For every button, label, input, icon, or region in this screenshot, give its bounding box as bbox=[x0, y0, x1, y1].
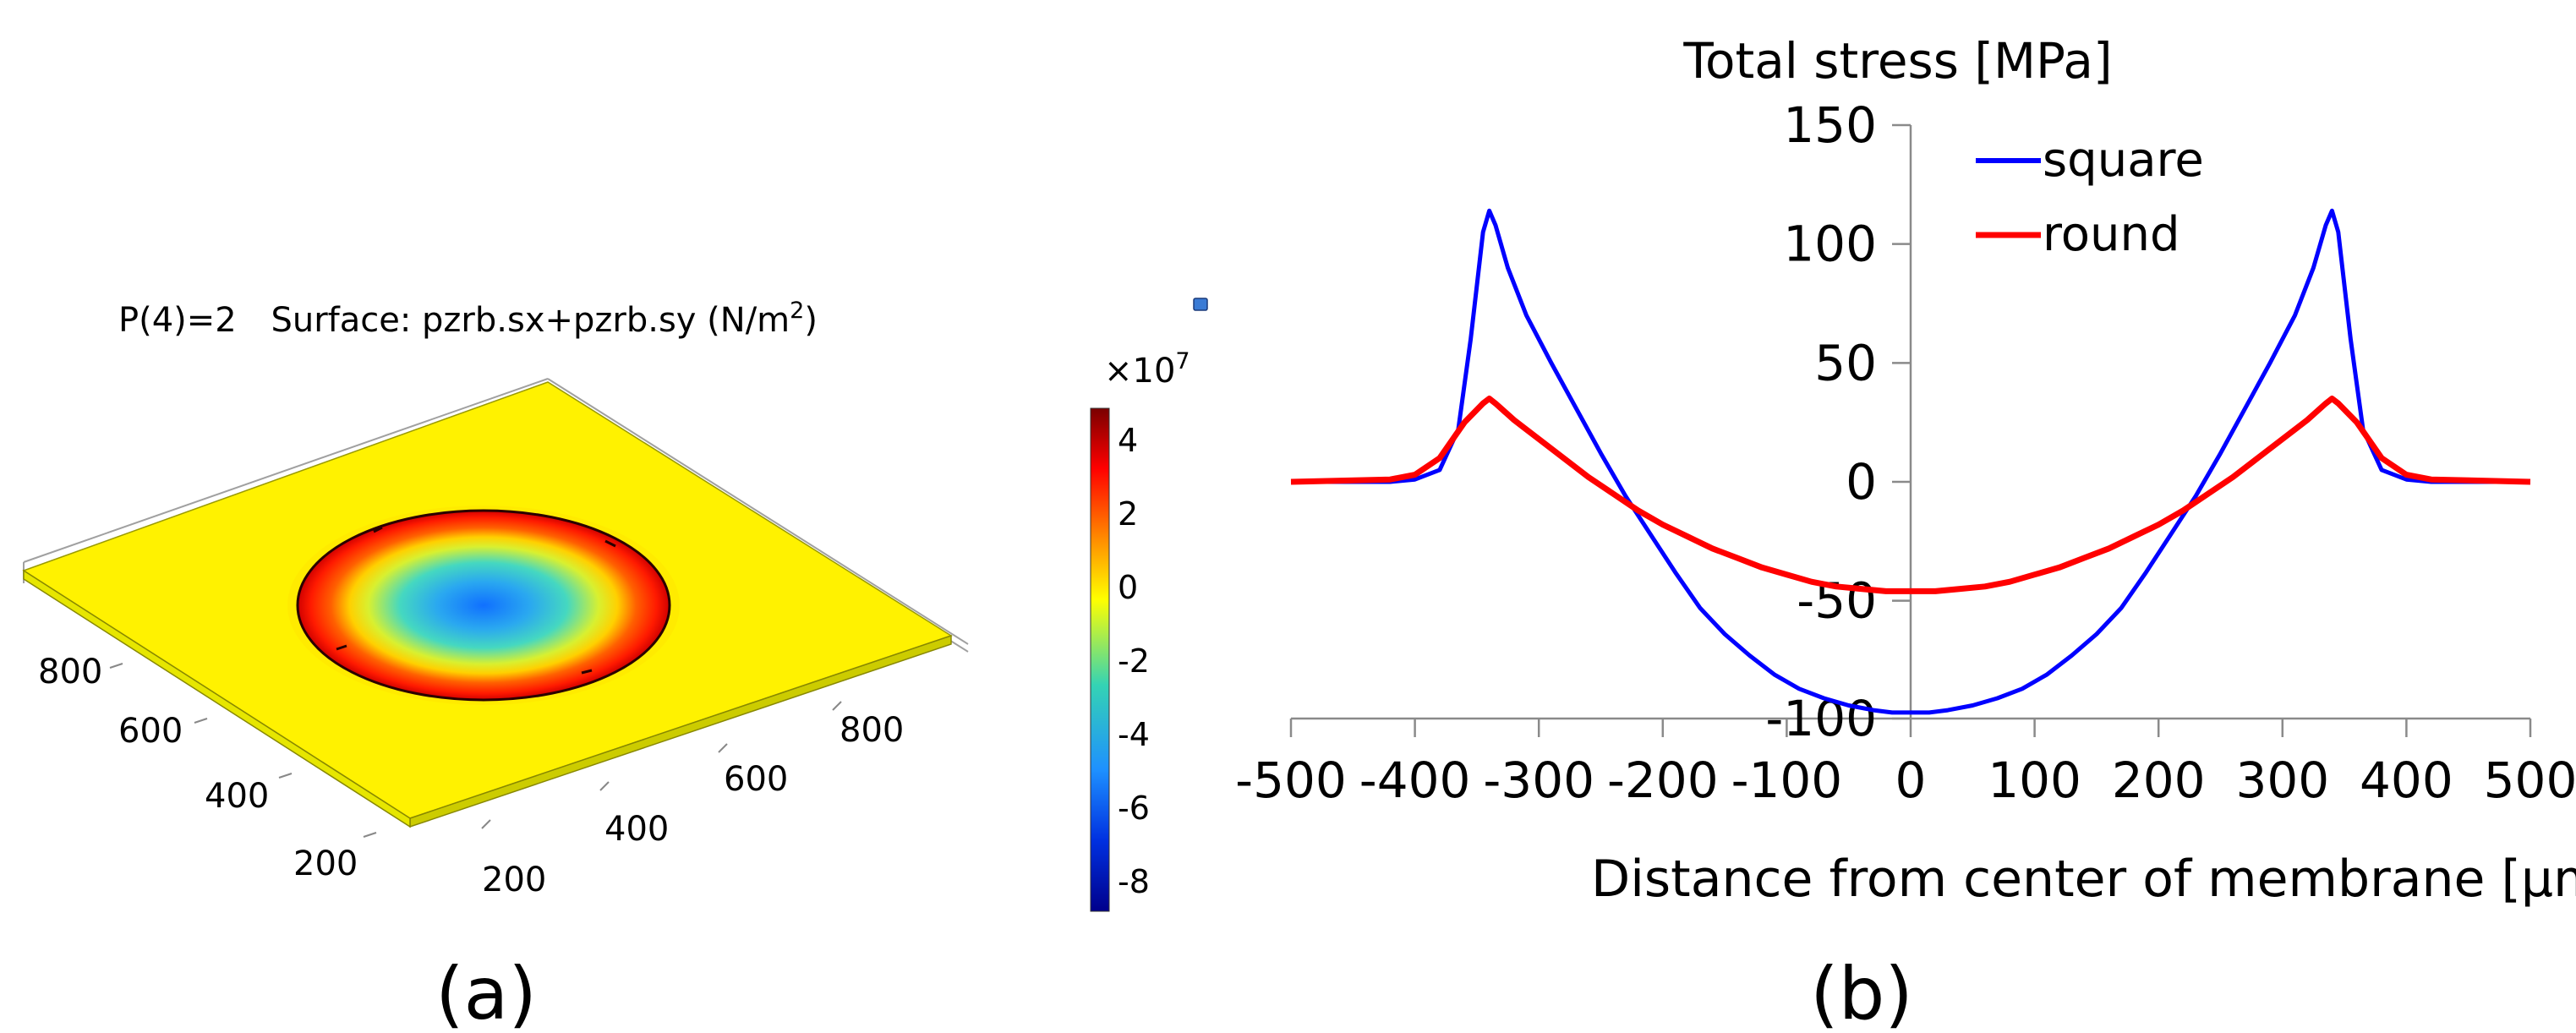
panel-a: P(4)=2 Surface: pzrb.sx+pzrb.sy (N/m2) 8… bbox=[22, 298, 1208, 1033]
x-axis-ticks: -500 -400 -300 -200 -100 0 100 200 300 400 500 bbox=[1235, 719, 2576, 809]
legend-label-square: square bbox=[2043, 133, 2204, 188]
x-tick-label: -100 bbox=[1731, 752, 1843, 809]
x-tick-label: 300 bbox=[2235, 752, 2329, 809]
chart-axes bbox=[1291, 125, 2530, 720]
left-axis-tick: 200 bbox=[293, 844, 358, 883]
panel-a-title: P(4)=2 Surface: pzrb.sx+pzrb.sy (N/m2) bbox=[118, 298, 818, 340]
colorbar-tick: -4 bbox=[1118, 716, 1150, 753]
x-tick-label: 0 bbox=[1895, 752, 1927, 809]
colorbar-tick: -6 bbox=[1118, 790, 1150, 827]
x-tick-label: -500 bbox=[1235, 752, 1347, 809]
x-tick-label: 400 bbox=[2360, 752, 2453, 809]
disc-tick-marks bbox=[336, 526, 616, 675]
left-axis-labels: 800 600 400 200 bbox=[38, 653, 358, 883]
y-tick-label: 0 bbox=[1846, 453, 1877, 511]
right-axis-tick: 200 bbox=[482, 861, 546, 899]
x-axis-label: Distance from center of membrane [µm] bbox=[1591, 850, 2576, 909]
panel-b-label: (b) bbox=[1810, 952, 1913, 1033]
panel-b: Total stress [MPa] -500 -400 -300 -200 -100 0… bbox=[1235, 32, 2576, 1033]
series-line-round bbox=[1290, 396, 2531, 594]
legend: square round bbox=[1976, 133, 2204, 262]
panel-a-title-sup: 2 bbox=[790, 298, 804, 324]
panel-a-title-prefix: P(4)=2 bbox=[118, 301, 237, 340]
left-axis-tick: 400 bbox=[205, 777, 269, 816]
panel-a-title-close: ) bbox=[804, 301, 818, 340]
x-tick-label: -400 bbox=[1359, 752, 1471, 809]
colorbar-multiplier: ×107 bbox=[1104, 348, 1190, 391]
right-axis-tick: 400 bbox=[604, 810, 669, 849]
legend-label-round: round bbox=[2043, 207, 2180, 262]
x-tick-label: 200 bbox=[2112, 752, 2206, 809]
x-tick-label: 500 bbox=[2484, 752, 2576, 809]
x-tick-label: 100 bbox=[1988, 752, 2081, 809]
colorbar-tick: 0 bbox=[1118, 569, 1138, 606]
colorbar-tick: -2 bbox=[1118, 642, 1150, 680]
colorbar-tick: -8 bbox=[1118, 863, 1150, 900]
right-axis-tick: 800 bbox=[840, 711, 904, 750]
series-line-square bbox=[1291, 208, 2530, 715]
chart-title: Total stress [MPa] bbox=[1682, 32, 2112, 90]
membrane-edge-left bbox=[23, 569, 411, 828]
panel-a-label: (a) bbox=[435, 952, 537, 1033]
y-tick-label: 50 bbox=[1814, 334, 1877, 391]
colorbar-tick: 4 bbox=[1118, 422, 1138, 459]
colorbar-ticks: 4 2 0 -2 -4 -6 -8 bbox=[1118, 422, 1150, 900]
right-axis-tick: 600 bbox=[724, 760, 788, 799]
colorbar-gradient bbox=[1090, 407, 1110, 912]
y-tick-label: 150 bbox=[1783, 96, 1877, 154]
left-axis-tick: 800 bbox=[38, 653, 102, 691]
panel-a-title-main: Surface: pzrb.sx+pzrb.sy (N/m bbox=[271, 301, 790, 340]
y-tick-label: 100 bbox=[1783, 216, 1877, 273]
x-tick-label: -300 bbox=[1483, 752, 1594, 809]
colorbar: ×107 4 2 0 -2 -4 -6 -8 bbox=[1090, 348, 1190, 912]
series-layer bbox=[1290, 208, 2531, 715]
right-axis-labels: 800 600 400 200 bbox=[482, 711, 904, 899]
plot-window-icon[interactable] bbox=[1193, 298, 1208, 311]
stress-disc bbox=[296, 509, 671, 702]
axis-tick-marks bbox=[109, 663, 842, 838]
x-tick-label: -200 bbox=[1607, 752, 1719, 809]
left-axis-tick: 600 bbox=[118, 712, 183, 751]
colorbar-tick: 2 bbox=[1118, 495, 1138, 533]
